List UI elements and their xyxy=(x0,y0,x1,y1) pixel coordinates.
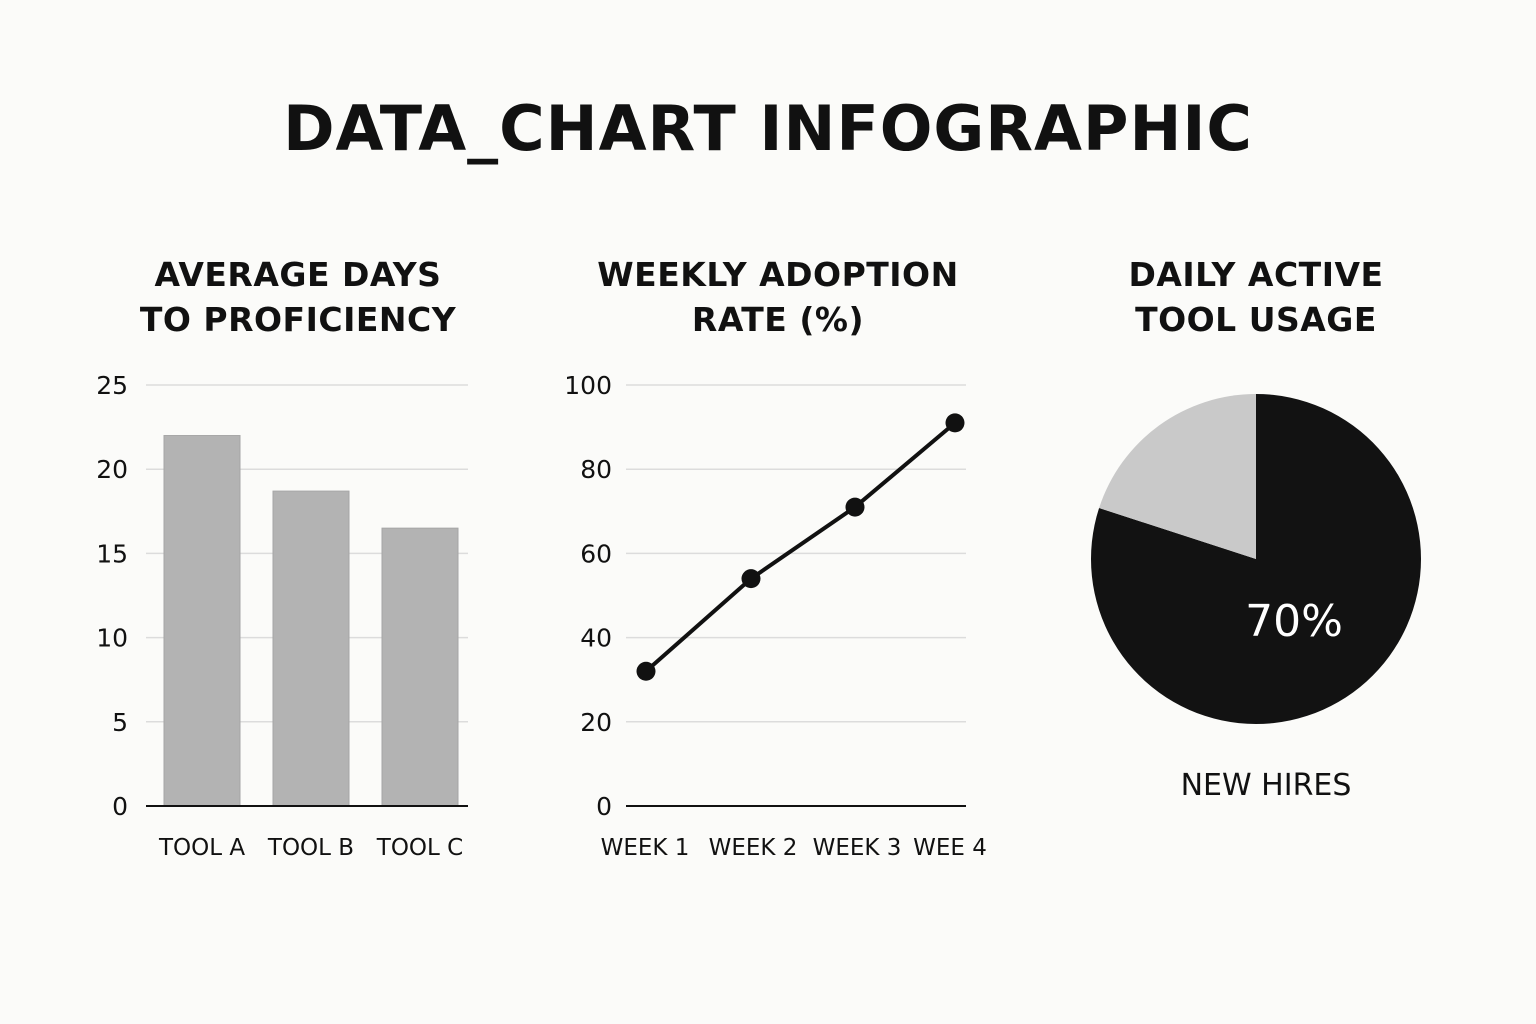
bar-y-tick-label: 25 xyxy=(96,371,128,400)
pie-chart-title-line-2: TOOL USAGE xyxy=(1135,300,1377,339)
line-y-tick-label: 20 xyxy=(580,708,612,737)
adoption-point xyxy=(741,569,761,589)
bar-tool-b xyxy=(272,490,350,807)
bar-chart-title-line-1: AVERAGE DAYS xyxy=(154,255,442,294)
bar-tool-a xyxy=(163,435,241,807)
bar-chart-title-line-2: TO PROFICIENCY xyxy=(139,300,457,339)
bar-x-category-label: TOOL A xyxy=(158,835,245,861)
line-y-tick-label: 0 xyxy=(596,792,612,821)
page-title: DATA_CHART INFOGRAPHIC xyxy=(283,92,1253,165)
line-chart-title: WEEKLY ADOPTION RATE (%) xyxy=(548,252,1008,342)
bar-y-tick-label: 20 xyxy=(96,455,128,484)
line-y-tick-label: 60 xyxy=(580,539,612,568)
line-chart-title-line-2: RATE (%) xyxy=(691,300,865,339)
bar-y-tick-label: 5 xyxy=(112,708,128,737)
adoption-series-line xyxy=(644,421,957,673)
adoption-point xyxy=(636,661,656,681)
line-y-tick-label: 100 xyxy=(564,371,612,400)
bar-y-tick-label: 15 xyxy=(96,539,128,568)
line-x-category-label: WEE 4 xyxy=(913,835,987,861)
bar-y-tick-label: 0 xyxy=(112,792,128,821)
line-x-category-label: WEEK 1 xyxy=(601,835,690,861)
adoption-point xyxy=(845,497,865,517)
pie-caption: NEW HIRES xyxy=(1180,768,1352,803)
pie-chart-title: DAILY ACTIVE TOOL USAGE xyxy=(1026,252,1486,342)
line-y-tick-label: 40 xyxy=(580,624,612,653)
bar-x-category-label: TOOL B xyxy=(267,835,354,861)
pie-percent-label: 70% xyxy=(1245,596,1343,647)
adoption-point xyxy=(945,413,965,433)
line-y-tick-label: 80 xyxy=(580,455,612,484)
pie-slice-light xyxy=(1099,394,1256,559)
bar-y-tick-label: 10 xyxy=(96,624,128,653)
line-x-category-label: WEEK 2 xyxy=(709,835,798,861)
bar-chart-title: AVERAGE DAYS TO PROFICIENCY xyxy=(68,252,528,342)
line-chart-title-line-1: WEEKLY ADOPTION xyxy=(597,255,959,294)
line-x-category-label: WEEK 3 xyxy=(813,835,902,861)
bar-x-category-label: TOOL C xyxy=(376,835,463,861)
pie-chart-title-line-1: DAILY ACTIVE xyxy=(1128,255,1384,294)
